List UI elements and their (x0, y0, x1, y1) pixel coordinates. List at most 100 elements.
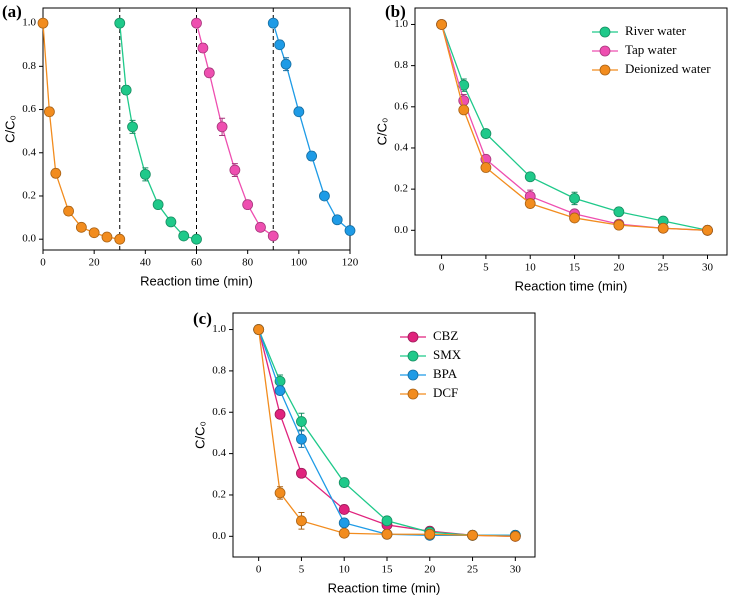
y-tick-label: 0.2 (22, 190, 36, 202)
x-tick-label: 10 (339, 564, 351, 576)
data-point (255, 221, 266, 233)
x-tick-label: 60 (191, 257, 203, 269)
data-point (242, 199, 254, 211)
series-line (258, 329, 516, 537)
series-line (440, 24, 708, 231)
legend-label: DCF (433, 385, 458, 400)
data-point (229, 164, 241, 176)
data-point (191, 17, 202, 29)
data-point (296, 515, 307, 527)
data-point (338, 504, 350, 515)
x-tick-label: 30 (510, 564, 522, 576)
data-point (191, 233, 202, 245)
data-point (37, 17, 49, 29)
series-line (258, 329, 516, 536)
y-tick-label: 0.4 (212, 447, 226, 459)
data-point (381, 515, 393, 527)
data-point (296, 433, 307, 445)
y-axis-title: C/C₀ (374, 118, 389, 146)
data-point (613, 219, 625, 231)
series-line (42, 23, 120, 240)
data-point (306, 150, 318, 162)
legend-marker (407, 369, 419, 381)
x-tick-label: 25 (658, 262, 670, 274)
x-tick-label: 25 (467, 564, 479, 576)
y-tick-label: 0.4 (22, 146, 36, 158)
data-point (274, 487, 286, 499)
x-tick-label: 5 (483, 262, 489, 274)
legend-label: CBZ (433, 328, 458, 343)
data-point (524, 171, 536, 183)
x-tick-label: 10 (525, 262, 537, 274)
series-line (258, 329, 516, 536)
data-point (274, 385, 286, 396)
y-tick-label: 1.0 (394, 18, 408, 30)
data-point (267, 17, 279, 29)
y-tick-label: 0.0 (22, 233, 36, 245)
y-axis-title: C/C₀ (192, 421, 207, 449)
legend-marker (599, 26, 611, 38)
y-tick-label: 0.4 (394, 141, 408, 153)
data-point (344, 225, 356, 236)
data-point (274, 39, 286, 51)
data-point (63, 205, 74, 217)
data-point (338, 477, 350, 488)
legend-label: Tap water (625, 42, 677, 57)
y-tick-label: 0.6 (394, 100, 408, 112)
data-point (338, 517, 350, 529)
data-point (114, 17, 126, 29)
x-axis-title: Reaction time (min) (515, 278, 628, 293)
plot-frame (232, 312, 536, 558)
data-point (293, 106, 305, 118)
x-tick-label: 20 (424, 564, 436, 576)
x-tick-label: 20 (613, 262, 625, 274)
data-point (216, 121, 228, 133)
y-tick-label: 0.8 (212, 364, 226, 376)
data-point (296, 467, 307, 479)
legend-marker (407, 331, 419, 343)
data-point (424, 528, 436, 540)
data-point (50, 167, 62, 179)
legend-label: BPA (433, 366, 458, 381)
data-point (43, 106, 55, 118)
data-point (88, 227, 100, 239)
x-tick-label: 5 (299, 564, 305, 576)
data-point (101, 231, 113, 243)
legend-label: Deionized water (625, 61, 711, 76)
legend-marker (407, 388, 419, 400)
data-point (267, 230, 279, 242)
panel-label: (b) (385, 2, 406, 21)
legend-marker (407, 350, 419, 362)
y-tick-label: 1.0 (212, 323, 226, 335)
series-line (272, 22, 351, 232)
data-point (75, 221, 87, 233)
legend-label: SMX (433, 347, 462, 362)
y-tick-label: 0.6 (212, 406, 226, 418)
data-point (569, 212, 580, 224)
legend-marker (599, 64, 611, 76)
y-axis-title: C/C₀ (2, 115, 17, 143)
y-tick-label: 0.2 (394, 183, 408, 195)
data-point (569, 192, 580, 204)
data-point (253, 324, 265, 335)
data-point (458, 104, 470, 116)
x-tick-label: 0 (40, 257, 46, 269)
x-tick-label: 80 (242, 257, 254, 269)
data-point (480, 162, 492, 173)
data-point (509, 530, 521, 542)
x-tick-label: 40 (140, 257, 152, 269)
data-point (203, 67, 215, 79)
data-point (331, 214, 343, 226)
data-point (274, 408, 286, 420)
data-point (467, 529, 478, 541)
x-tick-label: 30 (702, 262, 714, 274)
data-point (127, 121, 138, 133)
x-tick-label: 20 (89, 257, 101, 269)
y-tick-label: 0.2 (212, 488, 226, 500)
data-point (280, 58, 292, 70)
legend-marker (599, 45, 611, 57)
x-tick-label: 0 (256, 564, 262, 576)
plot-frame (414, 7, 728, 256)
x-tick-label: 120 (342, 257, 359, 269)
